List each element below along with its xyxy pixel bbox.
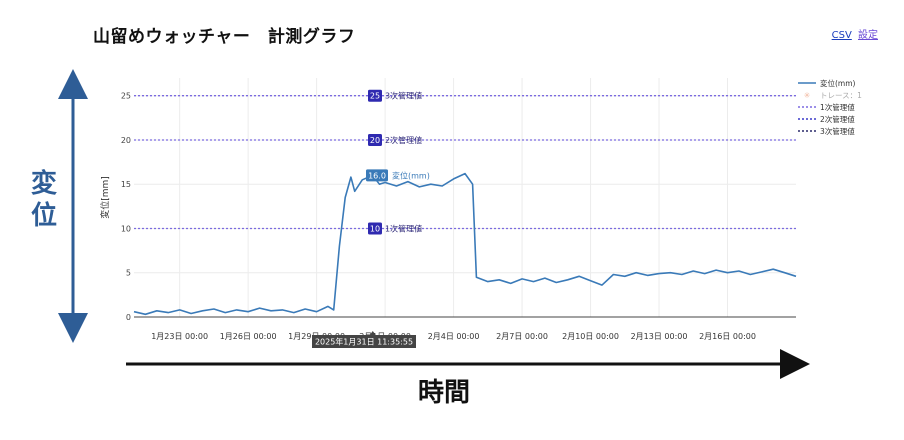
x-tick-label: 2月10日 00:00 bbox=[562, 332, 619, 341]
hover-value-badge bbox=[366, 169, 388, 182]
grid-layer bbox=[134, 78, 796, 317]
threshold-badge-value: 10 bbox=[370, 224, 380, 233]
displacement-annotation: 変位 bbox=[30, 169, 57, 231]
threshold-badge-value: 20 bbox=[370, 136, 380, 145]
time-annotation: 時間 bbox=[418, 378, 471, 408]
header-links: CSV 設定 bbox=[832, 26, 878, 41]
threshold-layer: 10 1次管理値 20 2次管理値 25 3次管理値 bbox=[134, 89, 796, 235]
legend-entry: 2次管理値 bbox=[820, 114, 855, 124]
legend-entry: トレース：1 bbox=[820, 91, 862, 100]
hover-x-label: 2025年1月31日 11:35:55 bbox=[315, 337, 413, 347]
threshold-badge bbox=[368, 133, 382, 146]
threshold-label: 1次管理値 bbox=[385, 223, 422, 233]
legend-swatch: ✳ bbox=[804, 91, 811, 100]
x-tick-label: 2月13日 00:00 bbox=[631, 332, 688, 341]
hover-value-text: 16.0 bbox=[368, 171, 386, 180]
x-tick-label: 2月16日 00:00 bbox=[699, 332, 756, 341]
y-axis-label: 変位[mm] bbox=[99, 176, 111, 219]
legend-layer: 変位(mm) ✳ トレース：1 1次管理値 2次管理値 3次管理値 bbox=[798, 78, 862, 136]
csv-link[interactable]: CSV bbox=[831, 30, 852, 41]
threshold-label: 3次管理値 bbox=[385, 91, 422, 101]
y-tick-label: 20 bbox=[121, 136, 131, 145]
y-tick-label: 10 bbox=[121, 224, 131, 233]
hover-x-label-pointer bbox=[369, 331, 376, 335]
x-tick-label: 1月26日 00:00 bbox=[220, 332, 277, 341]
legend-entry: 3次管理値 bbox=[820, 126, 855, 136]
settings-link[interactable]: 設定 bbox=[858, 30, 878, 41]
y-tick-label: 15 bbox=[121, 180, 131, 189]
threshold-badge bbox=[368, 222, 382, 235]
x-tick-label: 1月23日 00:00 bbox=[151, 332, 208, 341]
x-tick-label: 2月7日 00:00 bbox=[496, 332, 548, 341]
y-tick-label: 25 bbox=[121, 92, 131, 101]
legend-entry: 変位(mm) bbox=[820, 78, 856, 88]
page-title: 山留めウォッチャー 計測グラフ bbox=[93, 27, 356, 47]
hover-series-name: 変位(mm) bbox=[392, 170, 430, 180]
x-tick-label: 2月4日 00:00 bbox=[428, 332, 480, 341]
threshold-label: 2次管理値 bbox=[385, 135, 422, 145]
series-layer bbox=[133, 172, 797, 316]
series-line-displacement bbox=[133, 172, 797, 316]
y-tick-label: 0 bbox=[126, 313, 131, 322]
threshold-badge-value: 25 bbox=[370, 92, 380, 101]
hover-layer: 16.0 変位(mm) 2025年1月31日 11:35:55 bbox=[312, 169, 430, 348]
threshold-badge bbox=[368, 89, 382, 102]
hover-x-label-box bbox=[312, 335, 416, 348]
y-tick-label: 5 bbox=[126, 269, 131, 278]
legend-entry: 1次管理値 bbox=[820, 102, 855, 112]
